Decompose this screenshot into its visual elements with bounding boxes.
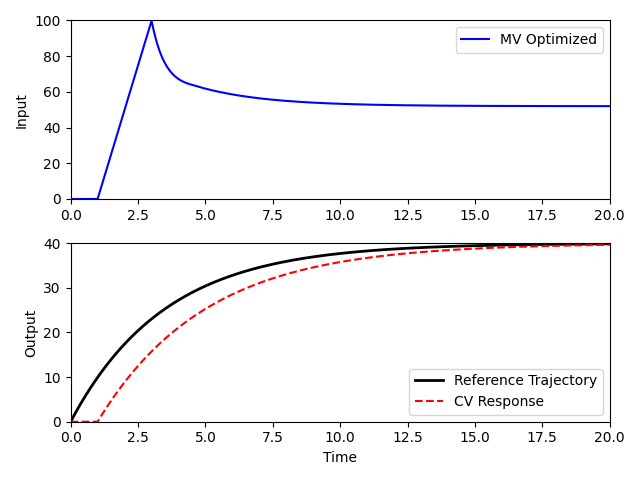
- MV Optimized: [315, 100, 323, 106]
- Line: CV Response: CV Response: [70, 245, 610, 422]
- Reference Trajectory: [606, 241, 614, 247]
- CV Response: [590, 242, 598, 248]
- CV Response: [606, 242, 614, 248]
- Y-axis label: Output: Output: [24, 308, 38, 357]
- MV Optimized: [590, 103, 598, 109]
- Reference Trajectory: [67, 419, 74, 425]
- MV Optimized: [591, 103, 598, 109]
- X-axis label: Time: Time: [323, 451, 357, 465]
- CV Response: [329, 261, 337, 266]
- Y-axis label: Input: Input: [15, 92, 29, 128]
- MV Optimized: [67, 196, 74, 202]
- Reference Trajectory: [590, 241, 598, 247]
- MV Optimized: [606, 103, 614, 109]
- Reference Trajectory: [329, 252, 337, 257]
- Reference Trajectory: [315, 253, 323, 259]
- MV Optimized: [148, 18, 156, 24]
- Reference Trajectory: [94, 374, 102, 380]
- CV Response: [492, 245, 499, 251]
- MV Optimized: [94, 194, 102, 200]
- Legend: Reference Trajectory, CV Response: Reference Trajectory, CV Response: [410, 369, 603, 415]
- Legend: MV Optimized: MV Optimized: [456, 27, 603, 52]
- Reference Trajectory: [590, 241, 598, 247]
- Reference Trajectory: [492, 242, 499, 248]
- Line: MV Optimized: MV Optimized: [70, 21, 610, 199]
- Line: Reference Trajectory: Reference Trajectory: [70, 244, 610, 422]
- MV Optimized: [329, 101, 337, 107]
- MV Optimized: [492, 103, 499, 109]
- CV Response: [315, 264, 323, 269]
- CV Response: [590, 242, 598, 248]
- CV Response: [67, 419, 74, 425]
- CV Response: [94, 418, 102, 424]
